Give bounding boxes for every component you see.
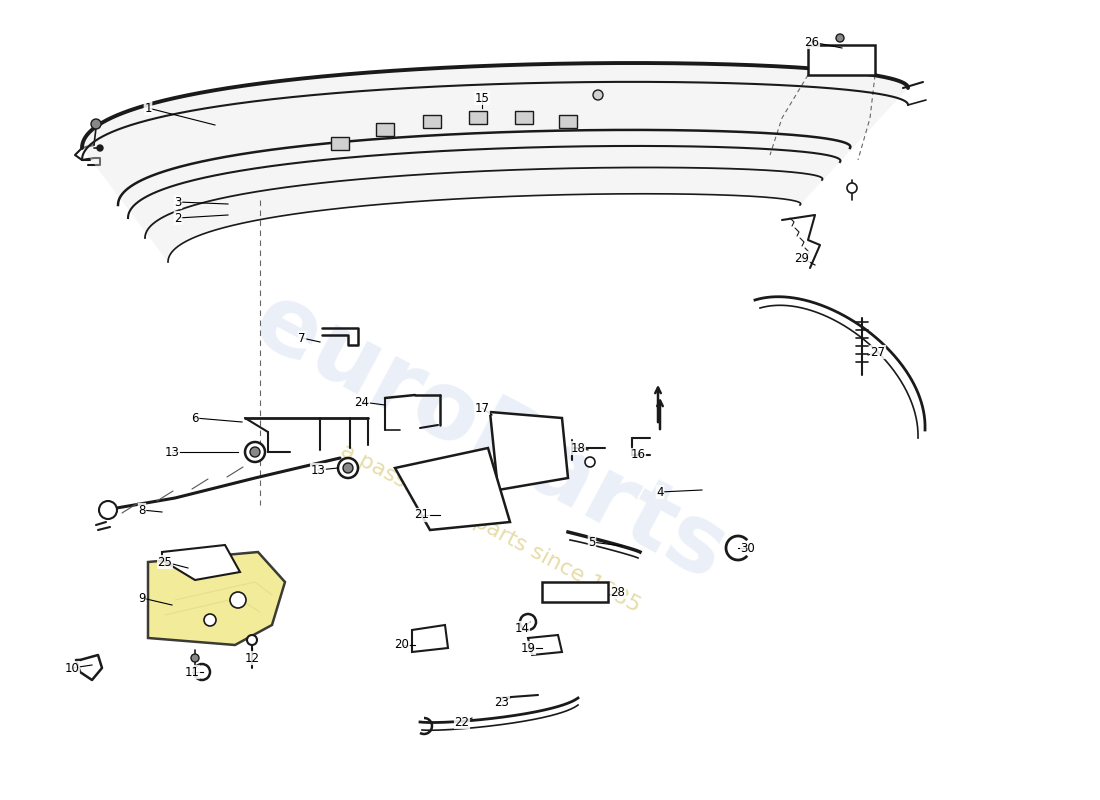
Polygon shape: [469, 111, 487, 124]
Polygon shape: [542, 582, 608, 602]
Text: a passion for parts since 1985: a passion for parts since 1985: [337, 440, 644, 616]
Polygon shape: [424, 115, 441, 128]
Circle shape: [204, 614, 216, 626]
Text: 16: 16: [630, 449, 646, 462]
Text: 13: 13: [165, 446, 179, 458]
Text: 12: 12: [244, 651, 260, 665]
Text: 29: 29: [794, 251, 810, 265]
Circle shape: [230, 592, 246, 608]
Text: 15: 15: [474, 91, 490, 105]
Circle shape: [338, 458, 358, 478]
Circle shape: [245, 442, 265, 462]
Text: 2: 2: [174, 211, 182, 225]
Text: 24: 24: [354, 395, 370, 409]
Text: 3: 3: [174, 195, 182, 209]
Circle shape: [97, 145, 103, 151]
Polygon shape: [528, 635, 562, 655]
Circle shape: [91, 119, 101, 129]
Text: 13: 13: [310, 463, 326, 477]
Text: 6: 6: [191, 411, 199, 425]
Text: 21: 21: [415, 509, 429, 522]
Text: 26: 26: [804, 35, 820, 49]
Polygon shape: [395, 448, 510, 530]
Circle shape: [248, 635, 257, 645]
Circle shape: [836, 34, 844, 42]
Circle shape: [250, 447, 260, 457]
Text: 7: 7: [298, 331, 306, 345]
Circle shape: [191, 654, 199, 662]
Text: 17: 17: [474, 402, 490, 414]
Polygon shape: [559, 115, 578, 128]
Text: 4: 4: [657, 486, 663, 498]
Polygon shape: [148, 552, 285, 645]
Text: 19: 19: [520, 642, 536, 654]
Circle shape: [520, 614, 536, 630]
Polygon shape: [376, 123, 394, 136]
Circle shape: [343, 463, 353, 473]
Polygon shape: [82, 63, 908, 262]
Polygon shape: [490, 412, 568, 490]
Circle shape: [593, 90, 603, 100]
Text: 27: 27: [870, 346, 886, 358]
Text: 1: 1: [144, 102, 152, 114]
Circle shape: [585, 457, 595, 467]
Text: 23: 23: [495, 695, 509, 709]
Text: 5: 5: [588, 535, 596, 549]
Polygon shape: [515, 111, 534, 124]
Text: 9: 9: [139, 591, 145, 605]
Text: euroParts: euroParts: [239, 275, 741, 601]
Text: 22: 22: [454, 715, 470, 729]
Polygon shape: [412, 625, 448, 652]
Text: 10: 10: [65, 662, 79, 674]
Text: 30: 30: [740, 542, 756, 554]
Text: 18: 18: [571, 442, 585, 454]
Polygon shape: [331, 137, 349, 150]
Text: 20: 20: [395, 638, 409, 651]
Circle shape: [99, 501, 117, 519]
Polygon shape: [162, 545, 240, 580]
Polygon shape: [808, 45, 874, 75]
Text: 14: 14: [515, 622, 529, 634]
Text: 8: 8: [139, 503, 145, 517]
Text: 11: 11: [185, 666, 199, 678]
Circle shape: [847, 183, 857, 193]
Text: 25: 25: [157, 555, 173, 569]
Text: 28: 28: [610, 586, 626, 598]
Circle shape: [194, 664, 210, 680]
